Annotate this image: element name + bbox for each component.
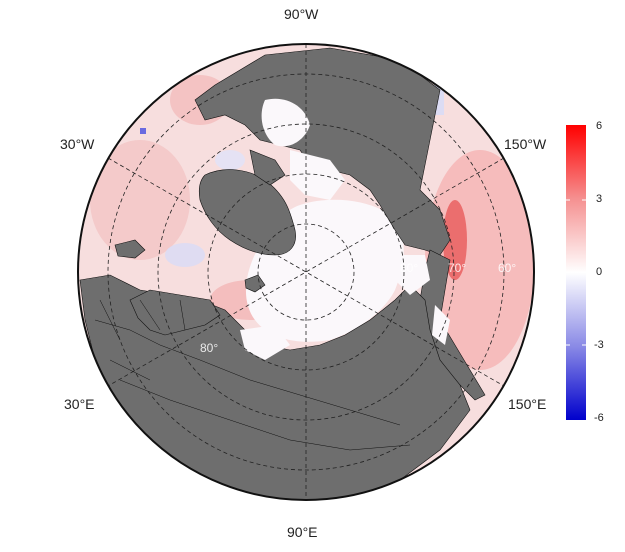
colorbar-label: 3 — [596, 193, 603, 205]
land-svalbard — [244, 274, 266, 293]
lon-label-upper-left: 30°W — [60, 136, 95, 152]
colorbar-label-max: 6 — [596, 120, 603, 132]
land-north-america — [194, 47, 451, 256]
meridian — [107, 157, 505, 387]
lon-label-lower-left: 30°E — [64, 396, 95, 412]
anomaly-patch-cool — [165, 243, 205, 267]
anomaly-patch-cool — [140, 128, 146, 134]
land-scandinavia — [129, 289, 221, 336]
country-border — [99, 299, 186, 381]
lat-label: 80° — [400, 261, 418, 275]
land-iceland — [114, 239, 146, 259]
lon-label-lower-right: 150°E — [508, 396, 547, 412]
sea-ice-pocket — [261, 98, 310, 147]
country-border — [119, 379, 411, 451]
colorbar-label: -3 — [594, 339, 604, 351]
sea-ice-pocket — [395, 255, 430, 295]
anomaly-patch-cool — [215, 150, 245, 170]
land-baffin — [249, 149, 286, 186]
lat-circle-80 — [257, 223, 355, 321]
meridian — [107, 157, 505, 387]
sea-ice-pocket — [432, 305, 450, 345]
sea-ice-pocket — [240, 325, 290, 360]
lat-circle-60 — [157, 123, 455, 421]
country-border — [94, 319, 401, 426]
lon-label-top: 90°W — [284, 6, 319, 22]
colorbar-label-min: -6 — [594, 412, 604, 424]
lat-label: 60° — [498, 261, 516, 275]
lat-label: 70° — [448, 261, 466, 275]
lat-circle-70 — [207, 173, 405, 371]
map-boundary — [77, 43, 535, 501]
anomaly-patch-warm — [90, 140, 190, 260]
colorbar-label-zero: 0 — [596, 266, 603, 278]
colorbar — [566, 125, 586, 420]
lon-label-bottom: 90°E — [287, 524, 318, 540]
lon-label-upper-right: 150°W — [504, 136, 547, 152]
lat-label: 80° — [200, 341, 218, 355]
